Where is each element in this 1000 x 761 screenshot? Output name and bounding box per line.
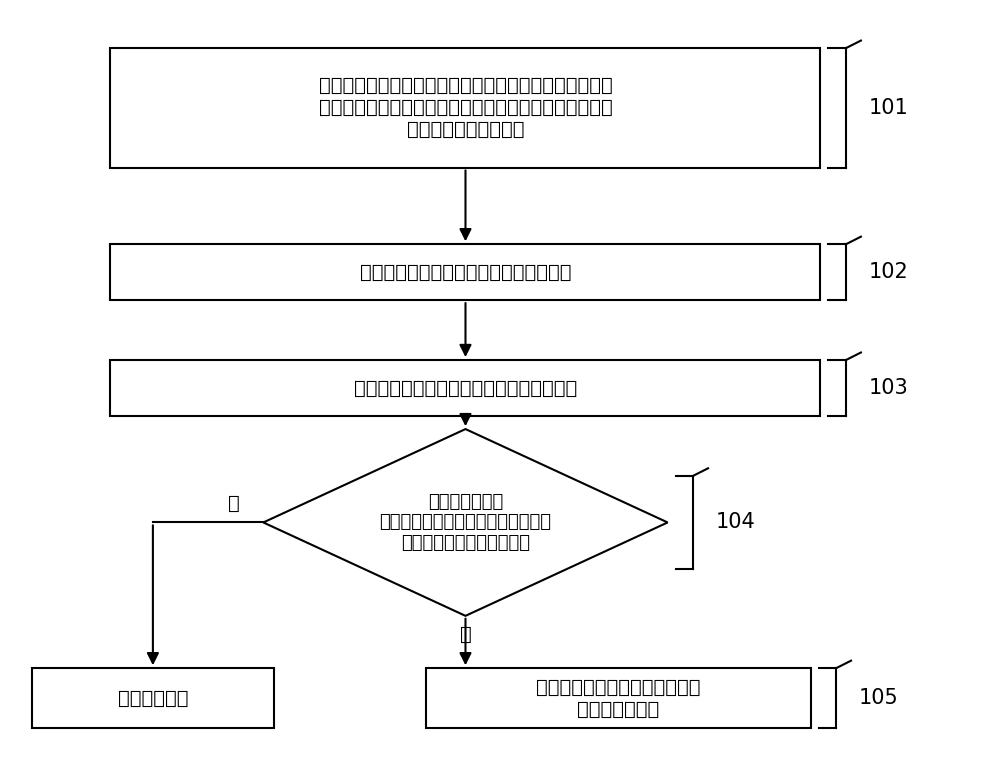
Text: 101: 101: [869, 98, 909, 118]
FancyBboxPatch shape: [110, 48, 820, 167]
Polygon shape: [263, 429, 668, 616]
Text: 103: 103: [869, 378, 909, 398]
Text: 104: 104: [716, 512, 756, 533]
Text: 是: 是: [460, 625, 471, 644]
Text: 105: 105: [859, 688, 899, 708]
FancyBboxPatch shape: [32, 668, 274, 728]
Text: 102: 102: [869, 263, 909, 282]
Text: 针对每一个所述
告警规则，监控所述日志数据库中的
日志是否触发所述告警规则: 针对每一个所述 告警规则，监控所述日志数据库中的 日志是否触发所述告警规则: [379, 492, 551, 552]
Text: 结束当前流程: 结束当前流程: [118, 689, 188, 708]
Text: 将所述日志存储到预先创建的日志数据库中: 将所述日志存储到预先创建的日志数据库中: [354, 378, 577, 397]
FancyBboxPatch shape: [110, 244, 820, 300]
FancyBboxPatch shape: [426, 668, 811, 728]
FancyBboxPatch shape: [110, 360, 820, 416]
Text: 否: 否: [228, 495, 240, 513]
Text: 向所述告警规则对应的告警接收
端发送告警通知: 向所述告警规则对应的告警接收 端发送告警通知: [536, 677, 701, 718]
Text: 获取各个所述日志采集模块采集到的日志: 获取各个所述日志采集模块采集到的日志: [360, 263, 571, 282]
Text: 在至少一个待监控设备中部署日志采集模块，并将创建至
少一个告警规则，其中，所述日志采集模块用于采集所在
待监控设备产生的日志: 在至少一个待监控设备中部署日志采集模块，并将创建至 少一个告警规则，其中，所述日…: [319, 76, 612, 139]
